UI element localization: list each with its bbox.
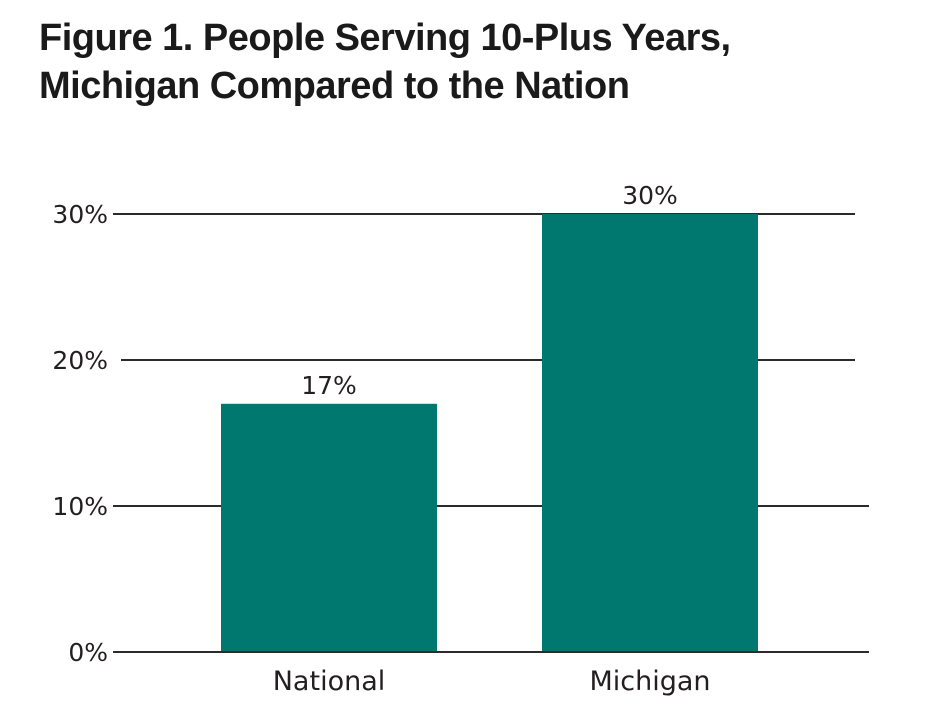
data-labels: 17% 30% [301,181,678,400]
data-label-michigan: 30% [622,181,678,210]
bars [221,214,758,651]
y-tick-label: 20% [52,346,108,375]
chart-title-line-1: Figure 1. People Serving 10-Plus Years, [39,17,731,59]
y-tick-label: 30% [52,200,108,229]
chart-title: Figure 1. People Serving 10-Plus Years, … [39,14,919,110]
y-axis-tick-labels: 0% 10% 20% 30% [52,200,108,667]
chart-title-line-2: Michigan Compared to the Nation [39,65,630,107]
x-axis-category-labels: National Michigan [273,666,711,697]
y-tick-label: 10% [52,492,108,521]
x-category-label-national: National [273,666,386,697]
y-tick-label: 0% [68,638,108,667]
data-label-national: 17% [301,371,357,400]
bar-michigan [542,214,758,651]
x-category-label-michigan: Michigan [589,666,710,697]
bar-national [221,403,437,651]
